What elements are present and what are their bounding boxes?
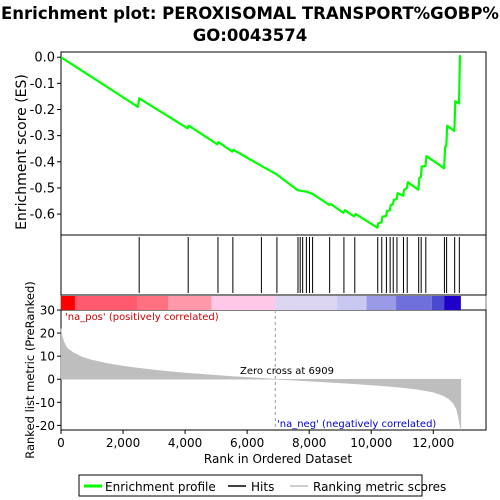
xtick-label-4: 8,000 xyxy=(292,436,326,450)
legend-label-enrichment: Enrichment profile xyxy=(105,480,216,494)
colorbar-segment-7 xyxy=(366,296,397,310)
ranking-colorbar xyxy=(61,296,461,310)
legend-label-ranking: Ranking metric scores xyxy=(313,480,446,494)
xtick-label-5: 10,000 xyxy=(350,436,392,450)
rank-ytick-label-2: 10 xyxy=(40,350,55,364)
es-ytick-label-5: -0.5 xyxy=(30,181,55,196)
legend: Enrichment profile Hits Ranking metric s… xyxy=(78,474,446,497)
rank-ytick-label-0: 30 xyxy=(40,304,55,318)
es-ytick-label-6: -0.6 xyxy=(30,208,55,223)
es-ylabel: Enrichment score (ES) xyxy=(14,74,30,230)
rank-ytick-label-1: 20 xyxy=(40,327,55,341)
colorbar-segment-5 xyxy=(275,296,338,310)
xtick-label-6: 12,000 xyxy=(412,436,454,450)
es-ytick-label-1: -0.1 xyxy=(30,77,55,92)
hits-layer xyxy=(138,237,460,293)
rank-ytick-label-3: 0 xyxy=(47,373,55,387)
neg-correlated-label: 'na_neg' (negatively correlated) xyxy=(277,419,436,430)
es-ytick-label-4: -0.4 xyxy=(30,155,55,170)
es-panel-frame xyxy=(60,51,487,236)
rank-ytick-label-5: -20 xyxy=(35,419,55,433)
colorbar-segment-8 xyxy=(396,296,432,310)
colorbar-segment-3 xyxy=(168,296,212,310)
hits-panel-frame xyxy=(60,234,487,296)
xtick-label-3: 6,000 xyxy=(230,436,264,450)
chart-title-line2: GO:0043574 xyxy=(192,26,308,45)
colorbar-segment-0 xyxy=(61,296,75,310)
xtick-label-2: 4,000 xyxy=(168,436,202,450)
xtick-label-1: 2,000 xyxy=(106,436,140,450)
rank-ylabel: Ranked list metric (PreRanked) xyxy=(23,281,37,459)
es-ytick-label-3: -0.3 xyxy=(30,129,55,144)
pos-correlated-label: 'na_pos' (positively correlated) xyxy=(65,312,219,323)
colorbar-segment-9 xyxy=(431,296,445,310)
colorbar-segment-1 xyxy=(74,296,138,310)
colorbar-segment-6 xyxy=(337,296,367,310)
xaxis-label: Rank in Ordered Dataset xyxy=(204,452,352,466)
es-ytick-label-2: -0.2 xyxy=(30,103,55,118)
zero-cross-label: Zero cross at 6909 xyxy=(240,366,334,377)
es-curve-0 xyxy=(60,54,462,229)
legend-box xyxy=(78,474,423,497)
legend-label-hits: Hits xyxy=(251,480,274,494)
colorbar-segment-10 xyxy=(444,296,461,310)
chart-title-line1: Enrichment plot: PEROXISOMAL TRANSPORT%G… xyxy=(1,4,499,23)
colorbar-segment-2 xyxy=(137,296,169,310)
ranked-metric-layer xyxy=(60,310,462,431)
es-layer xyxy=(60,54,462,229)
axes-layer: 0.0 -0.1 -0.2 -0.3 -0.4 -0.5 -0.6 30 20 10 0 -10 -20… xyxy=(30,51,455,450)
rank-ytick-label-4: -10 xyxy=(35,396,55,410)
es-ytick-label-0: 0.0 xyxy=(34,51,55,66)
ranked-metric-area xyxy=(60,328,462,431)
xtick-label-0: 0 xyxy=(57,436,65,450)
colorbar-segment-4 xyxy=(211,296,276,310)
